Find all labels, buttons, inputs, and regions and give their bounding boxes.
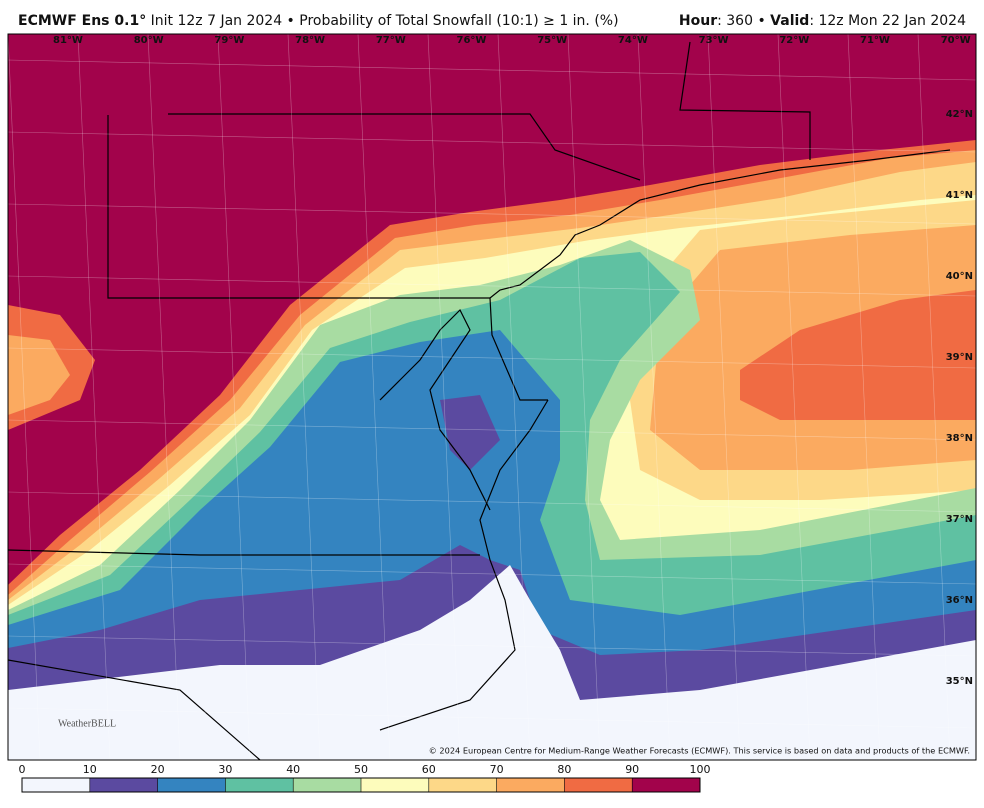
county-line (147, 34, 181, 760)
colorbar-segment (428, 778, 497, 792)
colorbar-segment (564, 778, 633, 792)
hour: : 360 (717, 13, 753, 29)
logo: WeatherBELL (58, 718, 116, 729)
county-line (637, 34, 671, 760)
border-line (679, 41, 811, 160)
longitude-label: 71°W (860, 35, 890, 46)
longitude-label: 73°W (699, 35, 729, 46)
map-frame (7, 33, 977, 761)
colorbar-segment (22, 778, 90, 792)
valid: : 12z Mon 22 Jan 2024 (809, 13, 966, 29)
county-line (8, 34, 41, 760)
county-line (8, 419, 976, 441)
county-line (8, 635, 976, 657)
border-line (379, 399, 549, 731)
county-line (8, 563, 976, 585)
county-line (77, 34, 111, 760)
county-line (8, 59, 976, 81)
header-left: ECMWF Ens 0.1° Init 12z 7 Jan 2024 • Pro… (18, 13, 619, 29)
colorbar: 0 10 20 30 40 50 60 70 80 90 100 (19, 763, 711, 793)
border-line (8, 659, 261, 760)
shade-band (740, 290, 976, 420)
longitude-label: 78°W (295, 35, 325, 46)
copyright: © 2024 European Centre for Medium-Range … (429, 746, 970, 756)
latitude-label: 39°N (946, 352, 973, 363)
county-line (567, 34, 601, 760)
colorbar-tick-label: 40 (286, 763, 300, 776)
latitude-label: 38°N (946, 433, 973, 444)
colorbar-tick-label: 20 (151, 763, 165, 776)
longitude-label: 72°W (779, 35, 809, 46)
longitude-label: 75°W (537, 35, 567, 46)
colorbar-tick-label: 100 (690, 763, 711, 776)
colorbar-segment (225, 778, 294, 792)
colorbar-tick-label: 30 (218, 763, 232, 776)
longitude-label: 80°W (134, 35, 164, 46)
colorbar-tick-label: 0 (19, 763, 26, 776)
map (8, 34, 976, 760)
border-line (107, 115, 548, 401)
hour-label: Hour (679, 13, 717, 29)
colorbar-tick-label: 90 (625, 763, 639, 776)
colorbar-segment (157, 778, 226, 792)
county-line (777, 34, 811, 760)
colorbar-segment (496, 778, 565, 792)
latitude-label: 36°N (946, 595, 973, 606)
county-line (917, 34, 951, 760)
separator: • (757, 13, 765, 29)
colorbar-tick-label: 50 (354, 763, 368, 776)
shade-band (440, 395, 500, 470)
description: Init 12z 7 Jan 2024 • Probability of Tot… (151, 13, 619, 29)
shade-band (8, 335, 70, 415)
county-line (287, 34, 321, 760)
colorbar-segment (632, 778, 700, 792)
latitude-label: 37°N (946, 514, 973, 525)
colorbar-segment (293, 778, 361, 792)
longitude-label: 77°W (376, 35, 406, 46)
longitude-label: 81°W (53, 35, 83, 46)
county-line (8, 203, 976, 225)
longitude-label: 70°W (941, 35, 971, 46)
county-line (707, 34, 741, 760)
border-line (8, 549, 480, 556)
colorbar-tick-label: 80 (557, 763, 571, 776)
county-line (8, 347, 976, 369)
county-line (497, 34, 531, 760)
longitude-label: 76°W (457, 35, 487, 46)
border-line (168, 113, 641, 181)
county-line (427, 34, 461, 760)
colorbar-tick-label: 10 (83, 763, 97, 776)
county-line (8, 491, 976, 513)
colorbar-segment (89, 778, 158, 792)
border-line (379, 308, 491, 511)
latitude-label: 40°N (946, 271, 973, 282)
colorbar-segment (361, 778, 429, 792)
header-right: Hour: 360 • Valid: 12z Mon 22 Jan 2024 (679, 13, 966, 29)
county-line (8, 131, 976, 153)
longitude-label: 79°W (214, 35, 244, 46)
latitude-label: 35°N (946, 676, 973, 687)
county-line (217, 34, 251, 760)
valid-label: Valid (770, 13, 809, 29)
county-line (8, 275, 976, 297)
latitude-label: 42°N (946, 109, 973, 120)
county-line (357, 34, 391, 760)
latitude-label: 41°N (946, 190, 973, 201)
border-line (489, 149, 951, 299)
model: ECMWF Ens 0.1° (18, 13, 146, 29)
county-line (8, 707, 976, 729)
colorbar-tick-label: 60 (422, 763, 436, 776)
longitude-label: 74°W (618, 35, 648, 46)
county-line (847, 34, 881, 760)
colorbar-tick-label: 70 (490, 763, 504, 776)
shade-band (8, 565, 976, 760)
